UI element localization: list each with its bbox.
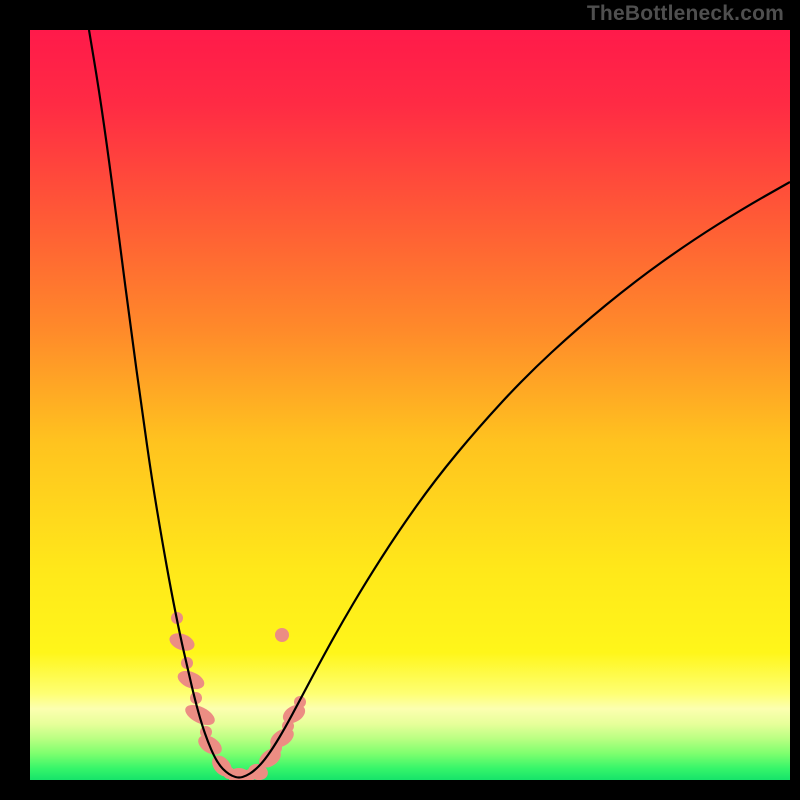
curve-path: [89, 30, 790, 778]
markers-group: [167, 612, 308, 780]
watermark-text: TheBottleneck.com: [587, 2, 784, 26]
marker-dot: [275, 628, 289, 642]
chart-plot-area: [30, 30, 790, 780]
chart-overlay-svg: [30, 30, 790, 780]
